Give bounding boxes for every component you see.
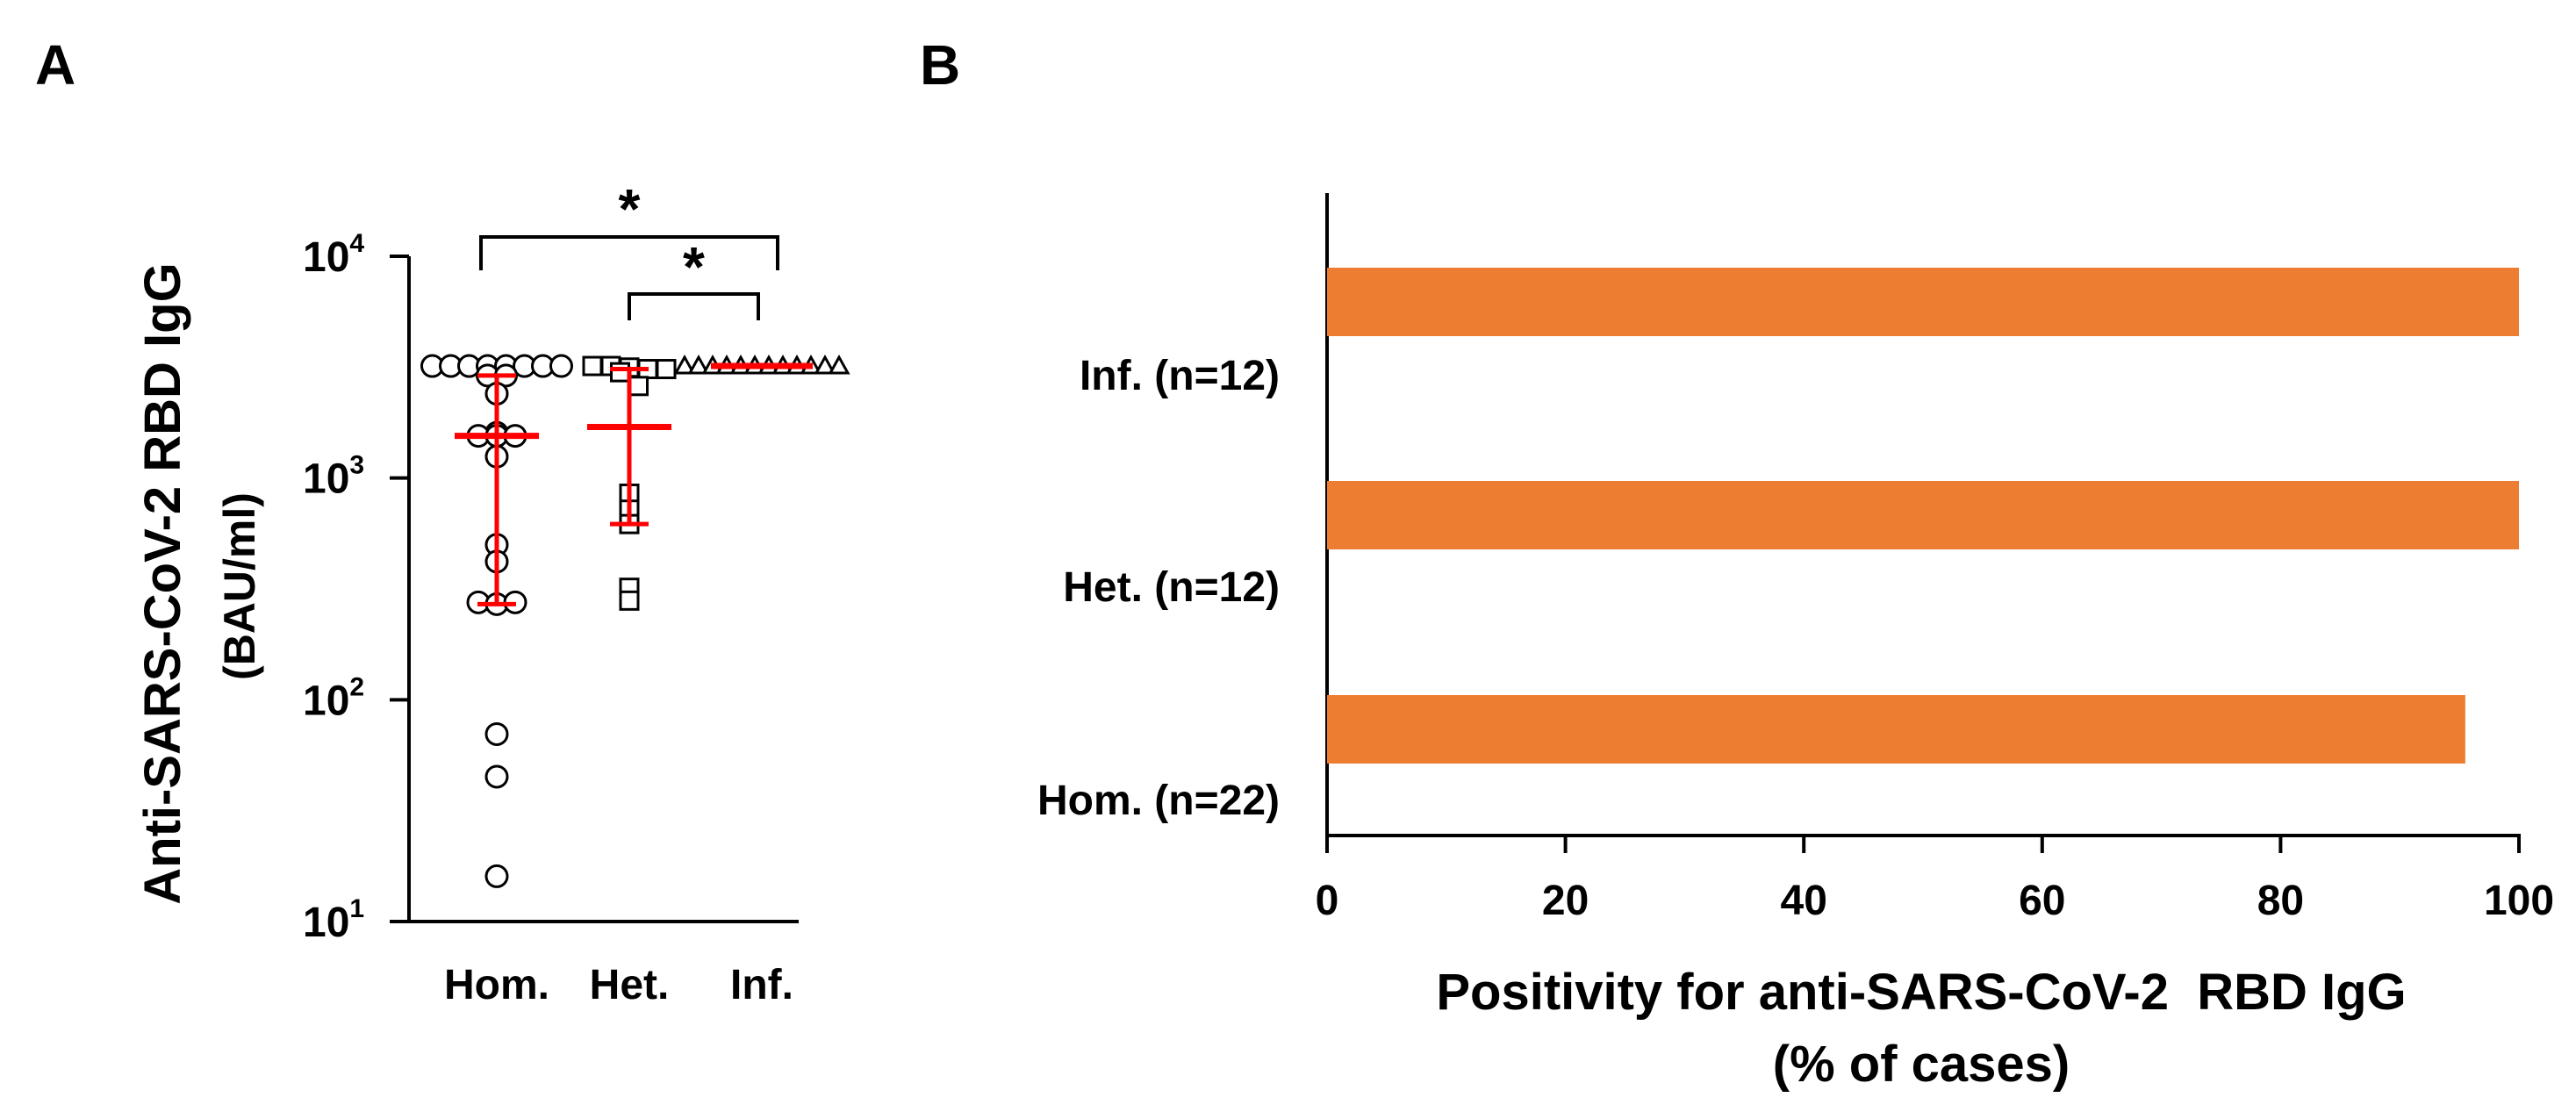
y-axis-units: (BAU/ml) bbox=[215, 492, 264, 680]
data-point-square bbox=[619, 590, 640, 611]
category-label: Het. (n=12) bbox=[1063, 564, 1280, 611]
significance-star: * bbox=[619, 177, 641, 240]
data-point-triangle bbox=[814, 354, 836, 375]
y-tick-exponent: 3 bbox=[349, 451, 364, 480]
data-point-triangle bbox=[687, 354, 710, 375]
category-label: Hom. (n=22) bbox=[1037, 778, 1280, 824]
x-tick-label: Hom. bbox=[444, 962, 549, 1008]
panel-letter-a: A bbox=[35, 33, 75, 97]
y-tick-base: 10 bbox=[303, 456, 349, 503]
y-tick-exponent: 4 bbox=[349, 229, 364, 258]
data-point-circle bbox=[484, 864, 509, 888]
x-axis-title-line2: (% of cases) bbox=[1773, 1036, 2070, 1093]
significance-bracket bbox=[479, 235, 779, 270]
data-point-circle bbox=[549, 354, 573, 378]
y-axis-title: Anti-SARS-CoV-2 RBD IgG bbox=[134, 262, 191, 904]
panel-letter-b: B bbox=[920, 33, 960, 97]
y-tick-label: 104 bbox=[303, 229, 364, 281]
x-tick-label: Inf. bbox=[730, 962, 793, 1008]
y-tick-exponent: 2 bbox=[349, 672, 364, 701]
significance-brackets: ** bbox=[479, 177, 779, 320]
panel-b: B Inf. (n=12) Het. (n=12) Hom. (n=22) 0 20 4… bbox=[920, 33, 2554, 1093]
x-tick-label: 40 bbox=[1781, 878, 1827, 924]
x-tick-label: 100 bbox=[2484, 878, 2554, 924]
x-tick-label: 80 bbox=[2257, 878, 2304, 924]
data-point-square bbox=[582, 355, 603, 377]
category-labels: Inf. (n=12) Het. (n=12) Hom. (n=22) bbox=[1037, 353, 1280, 824]
y-tick-base: 10 bbox=[303, 678, 349, 724]
y-tick-base: 10 bbox=[303, 234, 349, 281]
x-tick-labels: Hom. Het. Inf. bbox=[444, 962, 793, 1008]
summary-bars bbox=[455, 362, 813, 606]
significance-star: * bbox=[683, 235, 705, 298]
data-point-circle bbox=[484, 721, 509, 746]
x-axis-title: Positivity for anti-SARS-CoV-2 RBD IgG bbox=[1436, 964, 2406, 1021]
bar bbox=[1327, 481, 2519, 549]
data-point-triangle bbox=[673, 354, 696, 375]
x-ticks: 0 20 40 60 80 100 bbox=[1316, 836, 2554, 924]
data-point-square bbox=[656, 359, 677, 380]
bars bbox=[1327, 268, 2519, 764]
y-tick-exponent: 1 bbox=[349, 894, 364, 923]
panel-a: A Anti-SARS-CoV-2 RBD IgG (BAU/ml) 10110… bbox=[35, 33, 850, 1008]
y-tick-label: 101 bbox=[303, 894, 364, 946]
bar bbox=[1327, 268, 2519, 336]
x-tick-label: 0 bbox=[1316, 878, 1339, 924]
y-tick-label: 103 bbox=[303, 451, 364, 503]
category-label: Inf. (n=12) bbox=[1080, 353, 1280, 399]
y-tick-label: 102 bbox=[303, 672, 364, 724]
bar bbox=[1327, 695, 2465, 764]
significance-bracket bbox=[628, 292, 760, 320]
x-tick-label: Het. bbox=[590, 962, 670, 1008]
data-point-square bbox=[628, 376, 649, 397]
data-point-triangle bbox=[828, 354, 850, 375]
x-tick-label: 20 bbox=[1542, 878, 1589, 924]
x-tick-label: 60 bbox=[2019, 878, 2065, 924]
data-point-circle bbox=[484, 764, 509, 789]
data-point-square bbox=[610, 362, 630, 383]
y-tick-base: 10 bbox=[303, 900, 349, 946]
